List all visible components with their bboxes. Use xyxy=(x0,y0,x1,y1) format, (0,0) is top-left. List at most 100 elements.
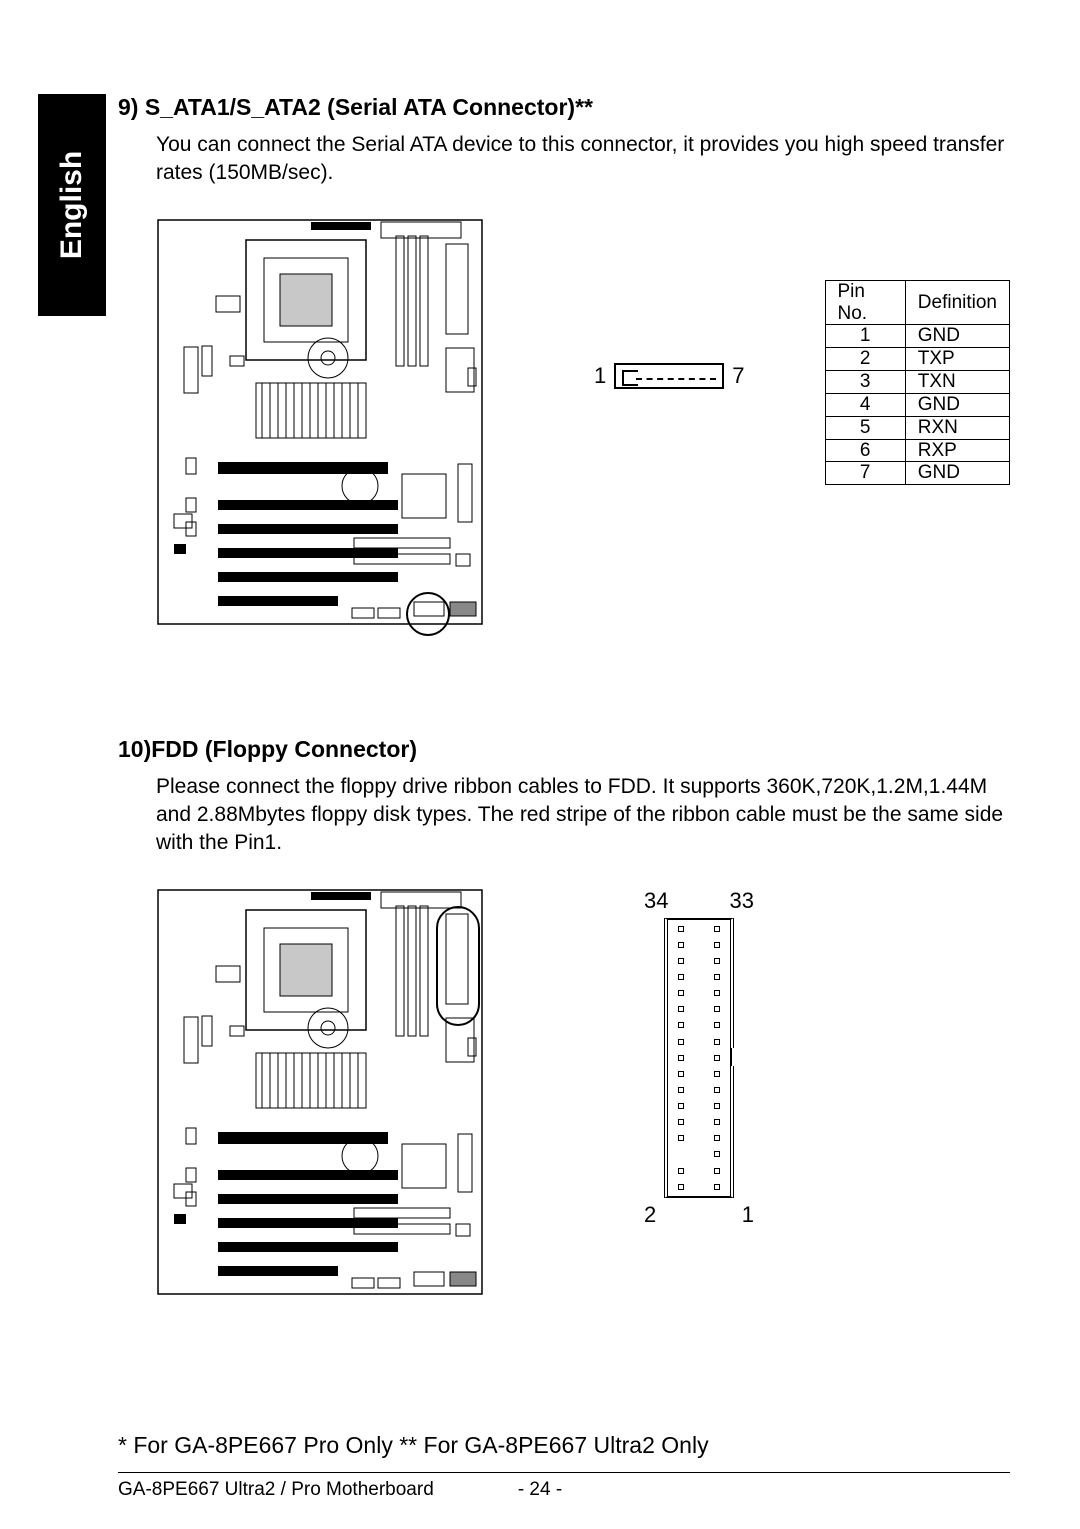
fdd-pin xyxy=(714,1055,720,1061)
section-10-title: 10)FDD (Floppy Connector) xyxy=(118,736,1010,763)
pin-table-header-col0: Pin No. xyxy=(825,280,905,325)
fdd-pin-row xyxy=(678,1055,720,1061)
table-cell: GND xyxy=(905,325,1009,348)
fdd-pin-row xyxy=(678,1119,720,1125)
pin-table-header-col1: Definition xyxy=(905,280,1009,325)
fdd-pin xyxy=(714,1071,720,1077)
fdd-pin-row xyxy=(678,1006,720,1012)
fdd-pin xyxy=(678,1119,684,1125)
table-cell: 7 xyxy=(825,462,905,485)
page-content: 9) S_ATA1/S_ATA2 (Serial ATA Connector)*… xyxy=(118,94,1010,1469)
fdd-pin xyxy=(714,1006,720,1012)
fdd-pin xyxy=(714,1119,720,1125)
fdd-pin xyxy=(678,974,684,980)
footer-page: - 24 - xyxy=(0,1479,1080,1501)
table-cell: GND xyxy=(905,462,1009,485)
table-cell: 6 xyxy=(825,439,905,462)
sata-location-marker xyxy=(406,592,450,636)
table-cell: 3 xyxy=(825,371,905,394)
fdd-pin xyxy=(714,1103,720,1109)
section-10: 10)FDD (Floppy Connector) Please connect… xyxy=(118,736,1010,1296)
table-row: 7GND xyxy=(825,462,1010,485)
fdd-pin xyxy=(678,1006,684,1012)
sata-pin-7-label: 7 xyxy=(732,363,744,389)
table-cell: 2 xyxy=(825,348,905,371)
fdd-pin xyxy=(678,1168,684,1174)
table-row: 3TXN xyxy=(825,371,1010,394)
sata-pin-1-label: 1 xyxy=(594,363,606,389)
section-9-title: 9) S_ATA1/S_ATA2 (Serial ATA Connector)*… xyxy=(118,94,1010,121)
fdd-pin xyxy=(714,1135,720,1141)
table-cell: 5 xyxy=(825,416,905,439)
motherboard-diagram-2 xyxy=(156,888,484,1296)
fdd-pin-row xyxy=(678,1151,720,1157)
fdd-pin-row xyxy=(678,1022,720,1028)
fdd-pin-row xyxy=(678,926,720,932)
fdd-label-2: 2 xyxy=(644,1202,656,1228)
sata-pin-table: Pin No. Definition 1GND2TXP3TXN4GND5RXN6… xyxy=(825,280,1011,486)
table-row: 6RXP xyxy=(825,439,1010,462)
fdd-pin xyxy=(678,1135,684,1141)
sata-connector-diagram: 1 7 xyxy=(594,363,745,389)
fdd-pin xyxy=(714,1168,720,1174)
fdd-pin xyxy=(678,958,684,964)
fdd-pin xyxy=(678,1071,684,1077)
fdd-pin xyxy=(678,1103,684,1109)
fdd-pin-row xyxy=(678,1168,720,1174)
table-cell: TXN xyxy=(905,371,1009,394)
language-tab-label: English xyxy=(55,151,89,259)
fdd-pin xyxy=(714,974,720,980)
table-cell: RXP xyxy=(905,439,1009,462)
fdd-pin xyxy=(678,1039,684,1045)
fdd-pin xyxy=(678,942,684,948)
table-row: 1GND xyxy=(825,325,1010,348)
motherboard-diagram-1 xyxy=(156,218,484,626)
sata-shape xyxy=(614,363,724,389)
table-cell: 4 xyxy=(825,393,905,416)
fdd-pin-row xyxy=(678,1087,720,1093)
fdd-pin xyxy=(678,1055,684,1061)
fdd-pin xyxy=(678,1184,684,1190)
fdd-key-notch xyxy=(730,1048,734,1066)
table-row: 4GND xyxy=(825,393,1010,416)
table-row: 2TXP xyxy=(825,348,1010,371)
fdd-label-34: 34 xyxy=(644,888,668,914)
fdd-pin-row xyxy=(678,1184,720,1190)
table-cell: GND xyxy=(905,393,1009,416)
fdd-pin xyxy=(714,990,720,996)
footer-rule xyxy=(118,1472,1010,1473)
fdd-location-marker xyxy=(436,906,480,1026)
fdd-pin xyxy=(678,990,684,996)
table-cell: 1 xyxy=(825,325,905,348)
fdd-pin-row xyxy=(678,974,720,980)
fdd-pin xyxy=(714,1184,720,1190)
fdd-label-33: 33 xyxy=(730,888,754,914)
fdd-pin xyxy=(678,926,684,932)
fdd-pin-row xyxy=(678,942,720,948)
fdd-pin-row xyxy=(678,1135,720,1141)
fdd-pin xyxy=(714,1087,720,1093)
fdd-pin xyxy=(714,1039,720,1045)
table-cell: RXN xyxy=(905,416,1009,439)
section-10-body: Please connect the floppy drive ribbon c… xyxy=(156,773,1010,858)
fdd-pin xyxy=(714,1022,720,1028)
fdd-label-1: 1 xyxy=(742,1202,754,1228)
fdd-pin-row xyxy=(678,990,720,996)
fdd-box xyxy=(664,918,734,1198)
fdd-pin xyxy=(678,1087,684,1093)
fdd-pin-row xyxy=(678,1039,720,1045)
footnote: * For GA-8PE667 Pro Only ** For GA-8PE66… xyxy=(118,1432,709,1459)
language-tab: English xyxy=(38,94,106,316)
fdd-pin xyxy=(714,926,720,932)
section-9-body: You can connect the Serial ATA device to… xyxy=(156,131,1010,188)
fdd-pin xyxy=(714,942,720,948)
fdd-pin xyxy=(678,1022,684,1028)
fdd-pin xyxy=(714,1151,720,1157)
table-row: 5RXN xyxy=(825,416,1010,439)
fdd-pin-row xyxy=(678,1071,720,1077)
fdd-pin-row xyxy=(678,958,720,964)
fdd-connector-diagram: 34 33 2 1 xyxy=(644,888,754,1228)
section-9: 9) S_ATA1/S_ATA2 (Serial ATA Connector)*… xyxy=(118,94,1010,626)
fdd-pin xyxy=(714,958,720,964)
table-cell: TXP xyxy=(905,348,1009,371)
